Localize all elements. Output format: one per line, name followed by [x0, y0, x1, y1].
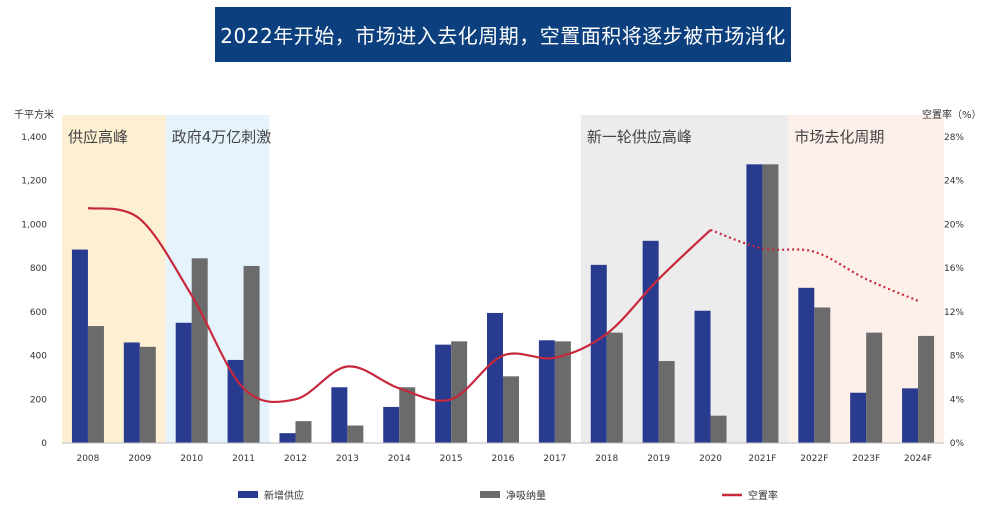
phase-label-2: 新一轮供应高峰 [587, 128, 692, 146]
bar-net-absorption [814, 307, 831, 443]
left-tick-label: 800 [30, 264, 47, 274]
left-tick-label: 0 [41, 439, 47, 449]
right-tick-label: 4% [950, 395, 965, 405]
left-tick-label: 1,400 [21, 133, 47, 143]
x-tick-label: 2011 [232, 454, 255, 464]
chart-title-banner: 2022年开始，市场进入去化周期，空置面积将逐步被市场消化 [215, 7, 791, 62]
x-tick-label: 2008 [76, 454, 99, 464]
bar-net-absorption [191, 258, 208, 443]
bar-net-absorption [503, 376, 519, 443]
bar-new-supply [798, 287, 815, 443]
x-tick-label: 2014 [388, 454, 411, 464]
x-tick-label: 2010 [180, 454, 203, 464]
bar-new-supply [746, 164, 763, 444]
bar-net-absorption [762, 164, 779, 444]
x-tick-label: 2024F [904, 454, 932, 464]
bar-net-absorption [139, 346, 156, 443]
phase-label-1: 政府4万亿刺激 [172, 128, 272, 146]
x-tick-label: 2022F [800, 454, 828, 464]
legend-label: 净吸纳量 [506, 489, 546, 502]
right-tick-label: 24% [944, 177, 964, 187]
left-tick-label: 600 [30, 308, 47, 318]
bar-new-supply [227, 359, 244, 443]
bar-net-absorption [658, 361, 675, 443]
vacancy-line-actual [87, 206, 712, 404]
phase-label-0: 供应高峰 [68, 128, 128, 146]
bar-new-supply [902, 388, 919, 443]
bar-net-absorption [918, 335, 935, 443]
x-tick-label: 2013 [336, 454, 359, 464]
bar-new-supply [383, 406, 400, 443]
left-tick-label: 1,000 [21, 220, 47, 230]
x-tick-label: 2017 [543, 454, 566, 464]
bar-net-absorption [606, 332, 623, 443]
bar-net-absorption [866, 332, 883, 443]
legend-label: 新增供应 [264, 489, 304, 502]
x-tick-label: 2015 [440, 454, 463, 464]
left-tick-label: 400 [30, 352, 47, 362]
bar-new-supply [175, 322, 192, 443]
bar-new-supply [435, 344, 452, 443]
right-tick-label: 12% [944, 308, 964, 318]
x-tick-label: 2009 [128, 454, 151, 464]
right-tick-label: 20% [944, 220, 964, 230]
vacancy-line [87, 206, 919, 404]
phase-label-3: 市场去化周期 [794, 128, 884, 146]
right-tick-label: 0% [950, 439, 965, 449]
legend-swatch [238, 491, 258, 498]
bars [71, 164, 935, 444]
x-tick-label: 2021F [748, 454, 776, 464]
bar-net-absorption [554, 341, 571, 443]
x-tick-label: 2016 [492, 454, 515, 464]
bar-new-supply [850, 392, 867, 443]
x-tick-label: 2012 [284, 454, 307, 464]
bar-new-supply [590, 264, 607, 443]
right-tick-label: 28% [944, 133, 964, 143]
chart-title: 2022年开始，市场进入去化周期，空置面积将逐步被市场消化 [220, 24, 786, 48]
bar-new-supply [642, 240, 659, 443]
bar-new-supply [71, 249, 88, 443]
legend-label: 空置率 [748, 489, 778, 502]
right-tick-label: 8% [950, 352, 965, 362]
left-tick-label: 200 [30, 395, 47, 405]
bar-new-supply [694, 310, 711, 443]
bar-net-absorption [87, 326, 104, 443]
legend-swatch [480, 491, 500, 498]
x-tick-label: 2019 [647, 454, 670, 464]
bar-new-supply [538, 340, 555, 443]
right-axis-unit: 空置率（%） [922, 108, 982, 121]
bar-new-supply [331, 387, 348, 443]
axes: 千平方米 空置率（%） 0 200 400 600 800 1,000 1,200 1,400… [14, 108, 982, 464]
left-tick-label: 1,200 [21, 177, 47, 187]
x-tick-label: 2018 [595, 454, 618, 464]
bar-net-absorption [295, 421, 312, 443]
bar-net-absorption [710, 415, 727, 443]
right-tick-label: 16% [944, 264, 964, 274]
bar-net-absorption [243, 265, 260, 443]
x-tick-label: 2020 [699, 454, 722, 464]
bar-new-supply [487, 312, 503, 443]
left-axis-unit: 千平方米 [14, 108, 54, 121]
x-tick-label: 2023F [852, 454, 880, 464]
bar-net-absorption [451, 341, 468, 443]
bar-net-absorption [347, 425, 364, 443]
bar-net-absorption [399, 387, 416, 443]
legend: 新增供应 净吸纳量 空置率 [238, 489, 778, 502]
bar-new-supply [123, 342, 140, 443]
bar-new-supply [279, 433, 296, 443]
